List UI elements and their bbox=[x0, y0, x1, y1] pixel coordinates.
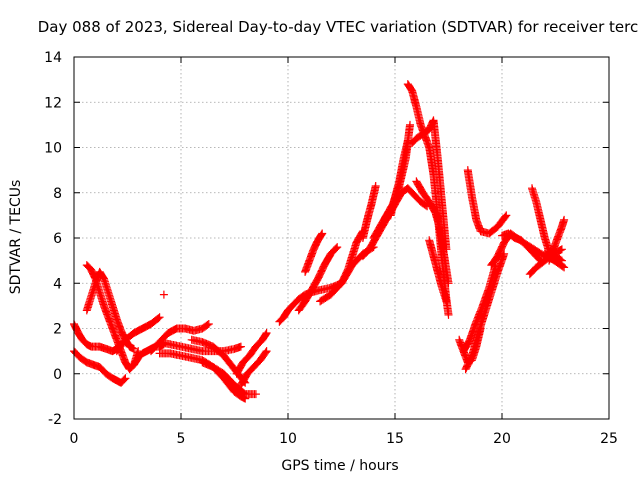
data-points-arc14 bbox=[236, 347, 271, 390]
data-series-arc2 bbox=[82, 261, 143, 374]
x-tick-label: 5 bbox=[177, 431, 186, 447]
x-axis-label: GPS time / hours bbox=[281, 458, 398, 474]
x-tick-label: 20 bbox=[493, 431, 511, 447]
x-tick-label: 0 bbox=[70, 431, 79, 447]
data-series-arc16 bbox=[294, 243, 342, 315]
data-series-arc37 bbox=[540, 249, 569, 272]
data-series-arc33 bbox=[498, 229, 545, 265]
y-tick-label: 12 bbox=[44, 95, 62, 111]
data-series-arc26 bbox=[412, 177, 453, 288]
chart-title: Day 088 of 2023, Sidereal Day-to-day VTE… bbox=[38, 18, 639, 36]
data-series-arc23 bbox=[386, 136, 412, 220]
data-points-arc2 bbox=[82, 261, 143, 374]
data-series-arc30 bbox=[461, 249, 509, 374]
plot-frame bbox=[73, 56, 610, 420]
data-series-arc25 bbox=[408, 116, 451, 254]
data-points-arc27 bbox=[425, 236, 451, 306]
data-points-arc31 bbox=[463, 166, 511, 238]
y-axis-label: SDTVAR / TECUs bbox=[8, 180, 24, 295]
y-tick-label: 8 bbox=[53, 186, 62, 202]
x-tick-label: 15 bbox=[386, 431, 404, 447]
x-tick-label: 25 bbox=[600, 431, 618, 447]
data-points-arc37 bbox=[540, 249, 569, 272]
data-points-arc17 bbox=[301, 229, 327, 276]
data-points-arc33 bbox=[498, 229, 545, 265]
y-tick-label: 4 bbox=[53, 276, 62, 292]
data-series-arc5 bbox=[112, 313, 164, 356]
y-tick-label: -2 bbox=[48, 412, 62, 428]
data-series-arc31 bbox=[463, 166, 511, 238]
data-points-arc26 bbox=[412, 177, 453, 288]
data-points-arc5 bbox=[112, 313, 164, 356]
data-series-arc27 bbox=[425, 236, 451, 306]
data-points-arc4 bbox=[82, 267, 138, 353]
data-series-arc4 bbox=[82, 267, 138, 353]
data-points-arc7 bbox=[159, 290, 168, 299]
y-tick-label: 14 bbox=[44, 50, 62, 66]
grid-lines bbox=[74, 57, 609, 419]
data-points-arc23 bbox=[386, 136, 412, 220]
data-points-arc13 bbox=[232, 329, 271, 378]
data-series-arc12 bbox=[198, 358, 250, 403]
data-points-arc16 bbox=[294, 243, 342, 315]
y-tick-label: 0 bbox=[53, 367, 62, 383]
data-series-arc14 bbox=[236, 347, 271, 390]
tick-labels: 0 5 10 15 20 25 -2 0 2 4 6 8 10 12 14 bbox=[44, 50, 618, 447]
y-tick-label: 6 bbox=[53, 231, 62, 247]
data-series-arc13 bbox=[232, 329, 271, 378]
data-series-arc20 bbox=[358, 182, 380, 242]
data-points-arc25 bbox=[408, 116, 451, 254]
data-points bbox=[70, 80, 569, 403]
data-series-arc17 bbox=[301, 229, 327, 276]
data-points-arc30 bbox=[461, 249, 509, 374]
x-tick-label: 10 bbox=[279, 431, 297, 447]
data-points-arc20 bbox=[358, 182, 380, 242]
data-points-arc12 bbox=[198, 358, 250, 403]
data-series-arc7 bbox=[159, 290, 168, 299]
y-tick-label: 10 bbox=[44, 141, 62, 157]
y-tick-label: 2 bbox=[53, 322, 62, 338]
